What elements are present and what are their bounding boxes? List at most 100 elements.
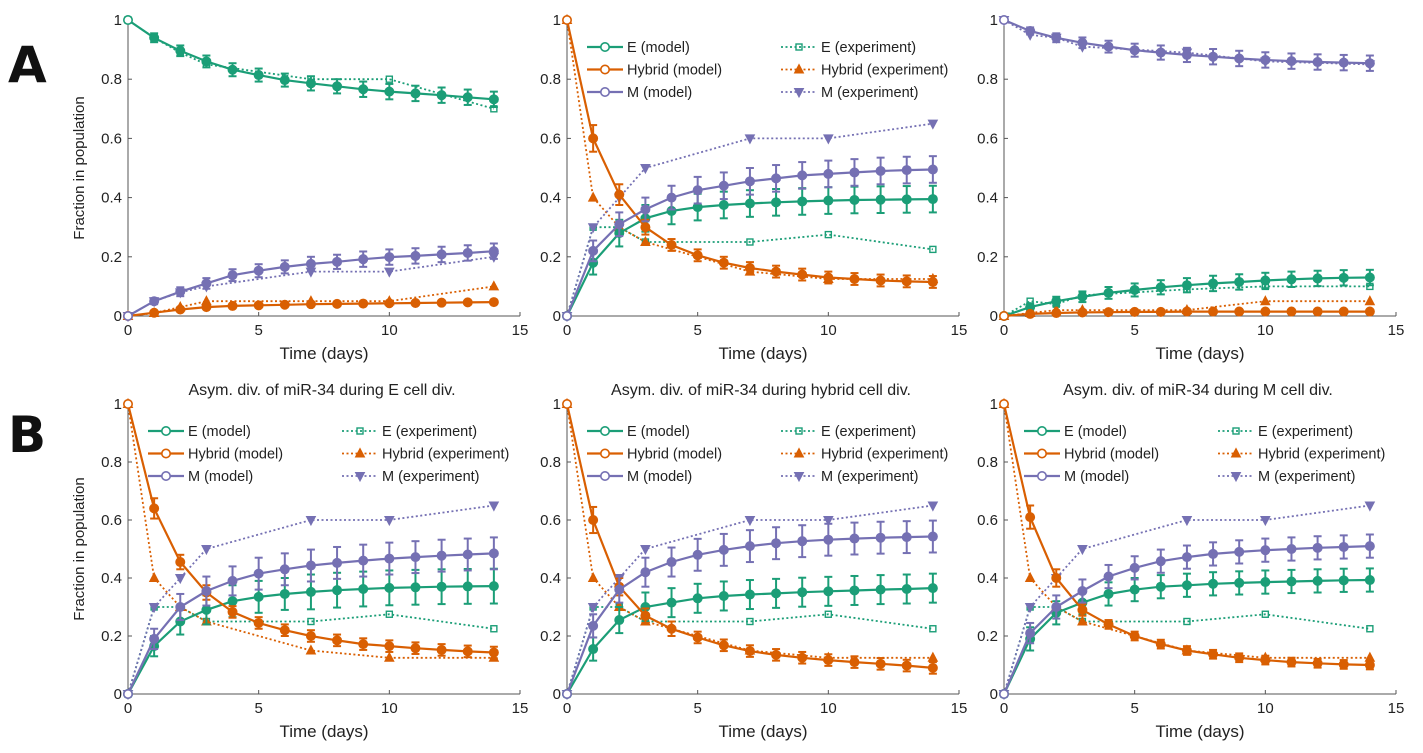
data-point — [797, 196, 808, 207]
data-point — [227, 596, 238, 607]
legend-item-m-experiment: M (experiment) — [781, 469, 919, 485]
y-axis-label: Fraction in population — [71, 477, 88, 620]
chart-1: 0 5 10 15 0 0.2 0.4 0.6 0.8 1 Time (days) Fraction … — [71, 12, 528, 363]
data-point — [587, 571, 599, 582]
data-point — [1181, 306, 1192, 317]
data-point — [875, 194, 886, 205]
data-point — [1338, 306, 1349, 317]
data-point — [849, 657, 860, 668]
data-point — [561, 688, 572, 699]
data-point — [875, 532, 886, 543]
data-point — [148, 603, 160, 614]
data-point — [1208, 649, 1219, 660]
data-point — [123, 688, 134, 699]
x-tick-label: 10 — [820, 322, 837, 339]
data-point — [201, 56, 212, 67]
series-line — [566, 19, 933, 280]
data-point — [1364, 541, 1375, 552]
legend-label: M (model) — [627, 85, 692, 101]
legend-swatch-marker — [1230, 472, 1242, 483]
data-point — [1077, 586, 1088, 597]
data-point — [588, 245, 599, 256]
data-point — [849, 585, 860, 596]
data-point — [279, 299, 290, 310]
data-point — [901, 660, 912, 671]
data-point — [307, 617, 315, 626]
series-m-model — [561, 155, 938, 321]
data-point — [384, 641, 395, 652]
x-axis-label: Time (days) — [1155, 344, 1244, 363]
data-point — [1077, 604, 1088, 615]
data-point — [1024, 571, 1036, 582]
data-point — [332, 635, 343, 646]
data-point — [640, 222, 651, 233]
data-point — [927, 651, 939, 662]
data-point — [666, 192, 677, 203]
x-tick-label: 15 — [512, 700, 529, 717]
data-point — [385, 75, 394, 83]
data-point — [561, 398, 572, 409]
data-point — [849, 194, 860, 205]
data-point — [1364, 659, 1375, 670]
data-point — [1312, 273, 1323, 284]
legend-swatch-marker — [795, 427, 803, 435]
data-point — [384, 252, 395, 263]
legend-item-e-experiment: E (experiment) — [1218, 424, 1353, 440]
y-axis-label: Fraction in population — [71, 96, 88, 239]
series-hybrid-model — [123, 398, 499, 660]
data-point — [823, 516, 834, 527]
data-point — [901, 194, 912, 205]
data-point — [1338, 272, 1349, 283]
data-point — [1260, 655, 1271, 666]
legend-label: Hybrid (model) — [627, 63, 722, 79]
data-point — [666, 623, 677, 634]
legend-swatch-marker — [354, 472, 366, 483]
data-point — [149, 296, 160, 307]
series-hybrid-model — [998, 306, 1375, 321]
data-point — [929, 625, 937, 633]
data-point — [174, 574, 186, 585]
y-tick-label: 0.2 — [101, 628, 122, 645]
x-axis-label: Time (days) — [718, 722, 807, 741]
data-point — [490, 625, 498, 633]
y-tick-label: 0.6 — [101, 512, 122, 529]
series-e-model — [561, 572, 938, 699]
legend-label: Hybrid (model) — [1064, 447, 1159, 463]
data-point — [358, 555, 369, 566]
data-point — [823, 272, 834, 283]
data-point — [385, 610, 394, 618]
data-point — [744, 198, 755, 209]
legend-item-hybrid-model: Hybrid (model) — [148, 447, 283, 463]
data-point — [410, 250, 421, 261]
legend-label: Hybrid (model) — [627, 447, 722, 463]
data-point — [305, 586, 316, 597]
data-point — [149, 503, 160, 514]
data-point — [201, 545, 212, 556]
legend-swatch-marker — [599, 41, 610, 52]
data-point — [824, 230, 833, 239]
y-tick-label: 0 — [553, 686, 561, 703]
data-point — [1051, 572, 1062, 583]
data-point — [1181, 49, 1192, 60]
data-point — [488, 501, 500, 512]
legend-label: E (model) — [627, 424, 690, 440]
legend-label: M (model) — [188, 469, 253, 485]
data-point — [875, 658, 886, 669]
data-point — [771, 588, 782, 599]
data-point — [1312, 542, 1323, 553]
data-point — [797, 652, 808, 663]
data-point — [332, 256, 343, 267]
data-point — [1260, 545, 1271, 556]
x-tick-label: 5 — [693, 322, 701, 339]
legend-swatch-marker — [1037, 425, 1048, 436]
data-point — [227, 606, 238, 617]
legend-swatch-marker — [793, 63, 805, 74]
legend-swatch-marker — [793, 472, 805, 483]
legend-swatch-marker — [161, 448, 172, 459]
legend-label: M (experiment) — [821, 469, 919, 485]
data-point — [1234, 577, 1245, 588]
y-tick-label: 0.6 — [540, 130, 561, 147]
data-point — [1103, 619, 1114, 630]
data-point — [901, 584, 912, 595]
data-point — [1208, 578, 1219, 589]
